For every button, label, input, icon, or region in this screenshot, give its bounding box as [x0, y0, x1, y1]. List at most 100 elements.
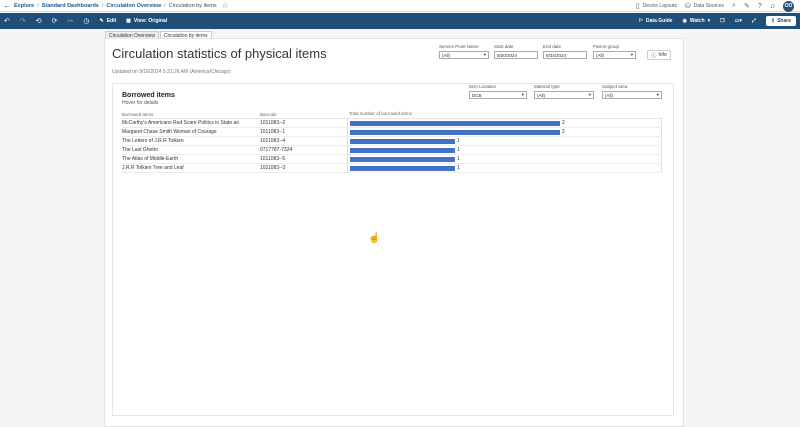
material-type-value: (All) — [537, 92, 545, 98]
notifications-icon[interactable]: ♫ — [769, 2, 775, 10]
bar-cell: 1 — [347, 155, 662, 163]
table-row[interactable]: McCarthy's Americans Red Scare Politics … — [122, 119, 662, 128]
table-row[interactable]: Margaret Chase Smith Woman of Courage 101… — [122, 128, 662, 137]
item-title: J.R.R Tolkien Tree and Leaf — [122, 165, 184, 171]
view-original-button[interactable]: ▦ View: Original — [126, 18, 167, 24]
edit-note-icon[interactable]: ✎ — [743, 3, 750, 10]
page-title: Circulation statistics of physical items — [112, 46, 327, 61]
bar-cell: 1 — [347, 164, 662, 172]
end-date-input[interactable]: 9/34/2024 — [543, 51, 587, 59]
share-button[interactable]: ⇪ Share — [765, 16, 796, 26]
column-header-barcode[interactable]: Barcode — [260, 112, 277, 117]
data-sources-button[interactable]: ⛁ Data Sources — [685, 2, 724, 10]
bar-cell: 1 — [347, 137, 662, 145]
back-arrow-icon[interactable]: ← — [3, 1, 11, 10]
watch-button[interactable]: ◉ Watch ▾ — [682, 18, 710, 24]
end-date-value: 9/34/2024 — [546, 52, 567, 58]
patron-group-value: (All) — [596, 52, 604, 58]
bar-value-label: 2 — [562, 120, 565, 126]
dashboard-toolbar: ↶ ↷ ⟲ ⟳ ↦ ◷ ✎ Edit ▦ View: Original ⚐ Da… — [0, 13, 800, 29]
item-location-value: DCB — [472, 92, 482, 98]
bar-value-label: 1 — [457, 138, 460, 144]
breadcrumb-separator: / — [101, 2, 104, 9]
breadcrumb-standard-dashboards[interactable]: Standard Dashboards — [41, 2, 99, 9]
view-label: View: Original — [133, 18, 168, 24]
column-header-total[interactable]: Total number of borrowed items — [349, 111, 413, 116]
bar-mark[interactable] — [350, 148, 455, 153]
breadcrumb-separator: / — [37, 2, 39, 9]
pencil-icon: ✎ — [99, 18, 104, 24]
bar-mark[interactable] — [350, 157, 455, 162]
search-icon[interactable]: ⌕ — [732, 2, 736, 9]
avatar[interactable]: OO — [783, 0, 794, 12]
breadcrumb: Explore / Standard Dashboards / Circulat… — [14, 3, 217, 9]
chevron-down-icon: ▾ — [656, 92, 659, 97]
item-title: Margaret Chase Smith Woman of Courage — [122, 129, 217, 135]
fullscreen-icon[interactable]: ⤢ — [751, 18, 756, 24]
help-icon[interactable]: ? — [757, 2, 762, 10]
bar-cell: 2 — [347, 119, 662, 127]
borrowed-items-table: Borrowed items Barcode Total number of b… — [122, 111, 662, 173]
favorite-star-icon[interactable]: ☆ — [221, 1, 229, 10]
item-title: The Letters of J.R.R Tolkien — [122, 138, 184, 144]
service-point-filter: Service Point Name (All) ▾ — [439, 44, 489, 59]
bar-mark[interactable] — [350, 139, 455, 144]
service-point-value: (All) — [442, 52, 450, 58]
start-date-label: Start date — [494, 44, 514, 49]
device-layouts-button[interactable]: ▯ Device Layouts — [636, 2, 677, 10]
revert-icon[interactable]: ⟲ — [35, 18, 42, 25]
top-right-tools: ▯ Device Layouts ⛁ Data Sources ⌕ ✎ ? ♫ … — [636, 0, 794, 12]
patron-group-label: Patron group — [593, 44, 620, 49]
clock-icon[interactable]: ◷ — [83, 18, 90, 25]
bar-mark[interactable] — [350, 130, 560, 135]
column-header-items[interactable]: Borrowed items — [122, 112, 154, 117]
subject-area-filter: Subject area (All) ▾ — [602, 84, 662, 99]
table-row[interactable]: The Letters of J.R.R Tolkien 1011083--4 1 — [122, 137, 662, 146]
item-barcode: 1011083--2 — [260, 120, 286, 126]
bar-cell: 2 — [347, 128, 662, 136]
breadcrumb-separator: / — [164, 2, 166, 9]
chevron-down-icon: ▾ — [483, 52, 486, 57]
panel-subtitle: Hover for details — [122, 100, 159, 106]
bar-mark[interactable] — [350, 121, 560, 126]
undo-icon[interactable]: ↶ — [4, 18, 10, 25]
info-label: Info — [658, 52, 667, 58]
eye-icon: ◉ — [682, 18, 687, 24]
start-date-input[interactable]: 8/20/2024 — [494, 51, 538, 59]
redo-icon[interactable]: ↷ — [19, 18, 26, 25]
edit-label: Edit — [106, 18, 117, 24]
table-row[interactable]: The Last Ghetto 0717787-7324 1 — [122, 146, 662, 155]
bar-value-label: 1 — [457, 147, 460, 153]
chevron-down-icon: ▾ — [630, 52, 633, 57]
patron-group-select[interactable]: (All) ▾ — [593, 51, 636, 59]
table-row[interactable]: J.R.R Tolkien Tree and Leaf 1011083--3 1 — [122, 164, 662, 173]
comments-icon[interactable]: ❐ — [720, 18, 725, 24]
breadcrumb-circulation-overview[interactable]: Circulation Overview — [106, 2, 162, 9]
item-barcode: 1011083--3 — [260, 165, 286, 171]
share-label: Share — [777, 18, 791, 24]
data-guide-button[interactable]: ⚐ Data Guide — [639, 18, 673, 24]
material-type-select[interactable]: (All) ▾ — [534, 91, 594, 99]
item-title: The Last Ghetto — [122, 147, 158, 153]
forward-icon[interactable]: ↦ — [67, 18, 74, 25]
item-location-label: Item Location — [469, 84, 497, 89]
item-location-select[interactable]: DCB ▾ — [469, 91, 527, 99]
edit-button[interactable]: ✎ Edit — [99, 18, 116, 24]
refresh-icon[interactable]: ⟳ — [51, 18, 58, 25]
table-row[interactable]: The Atlas of Middle-Earth 1011083--5 1 — [122, 155, 662, 164]
table-body: McCarthy's Americans Red Scare Politics … — [122, 119, 662, 173]
presentation-icon[interactable]: ▭▾ — [734, 18, 742, 24]
service-point-select[interactable]: (All) ▾ — [439, 51, 489, 59]
data-guide-label: Data Guide — [646, 18, 673, 24]
bar-mark[interactable] — [350, 166, 455, 171]
info-icon: ⓘ — [651, 52, 657, 59]
breadcrumb-current: Circulation by items — [168, 2, 217, 9]
subject-area-select[interactable]: (All) ▾ — [602, 91, 662, 99]
bar-cell: 1 — [347, 146, 662, 154]
info-button[interactable]: ⓘ Info — [647, 50, 671, 60]
patron-group-filter: Patron group (All) ▾ — [593, 44, 636, 59]
data-sources-label: Data Sources — [693, 3, 725, 9]
view-icon: ▦ — [126, 18, 131, 24]
dashboard-canvas: Circulation statistics of physical items… — [104, 38, 684, 427]
breadcrumb-explore[interactable]: Explore — [14, 2, 35, 9]
